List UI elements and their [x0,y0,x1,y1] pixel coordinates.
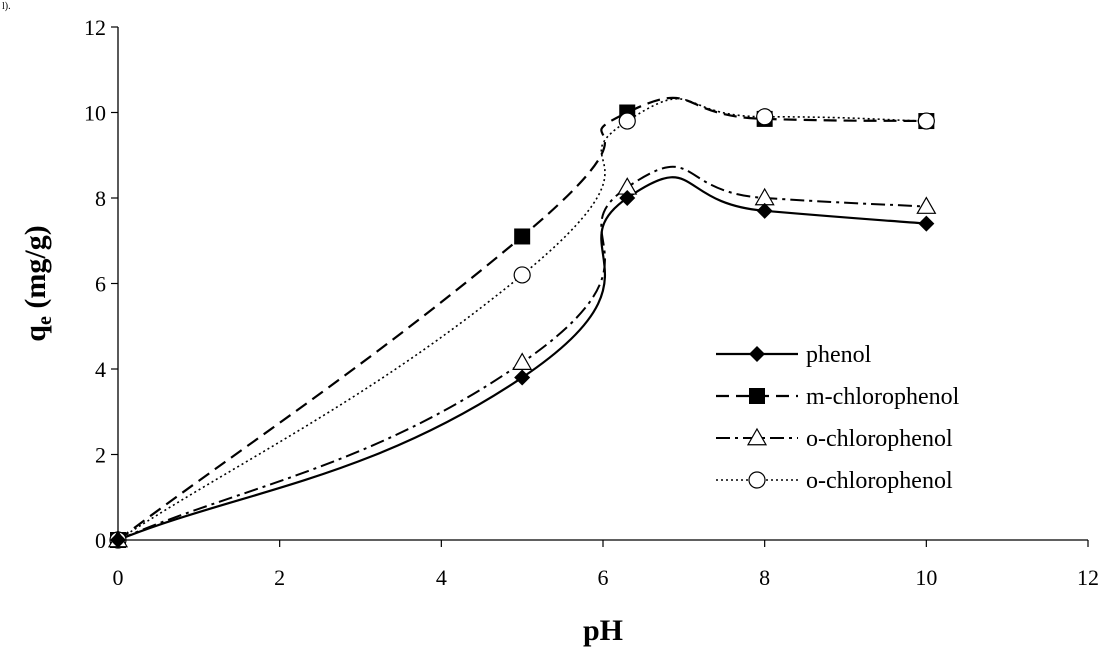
series-lines [117,96,927,542]
y-tick-label: 0 [95,528,106,553]
legend-label: m-chlorophenol [806,384,960,410]
y-tick-label: 4 [95,357,106,382]
y-tick-label: 2 [95,443,106,468]
y-tick-label: 6 [95,272,106,297]
series-line-3 [117,98,927,541]
legend-marker [746,427,768,446]
legend-label: o-chlorophenol [806,468,953,494]
series-0-point [619,190,636,206]
legend-marker [749,346,765,362]
y-axis-title: qe (mg/g) [19,225,56,341]
series-3-point [756,108,774,126]
y-axis-title-subscript: e [34,316,56,325]
series-line-0 [117,176,927,542]
y-tick-label: 12 [84,15,106,40]
x-tick-label: 8 [759,565,770,590]
series-2-point [512,352,533,370]
legend-marker [748,471,766,489]
series-3-point [618,112,636,130]
series-2-point [754,187,775,206]
series-2-point [916,196,937,214]
x-tick-label: 2 [274,565,285,590]
axes [117,27,1088,541]
y-tick-label: 10 [84,101,106,126]
series-3-point [513,266,531,284]
series-0-point [110,532,126,548]
x-tick-label: 4 [436,565,447,590]
series-3-point [917,112,935,130]
x-tick-label: 6 [598,565,609,590]
y-axis-title-main: q [19,325,52,342]
legend-marker [749,388,765,404]
x-ticks: 0 2 4 6 8 10 12 [113,540,1099,590]
x-tick-label: 10 [915,565,937,590]
series-0-point [756,202,773,219]
series-1-point [514,228,531,245]
stray-caption-fragment: l). [2,1,11,12]
legend-label: o-chlorophenol [806,426,953,452]
x-tick-label: 0 [113,565,124,590]
series-0-point [918,215,935,232]
x-tick-label: 12 [1077,565,1099,590]
y-axis-title-unit: (mg/g) [19,225,52,316]
legend-label: phenol [806,342,872,368]
y-tick-label: 8 [95,186,106,211]
legend: phenol m-chlorophenol o-chlorophenol o-chlo… [716,342,960,494]
x-axis-title: pH [583,614,623,647]
series-line-1 [117,96,927,541]
series-0-point [514,369,531,386]
y-ticks: 0 2 4 6 8 10 12 [84,15,118,553]
series-line-2 [117,165,927,541]
series-markers [107,104,937,549]
